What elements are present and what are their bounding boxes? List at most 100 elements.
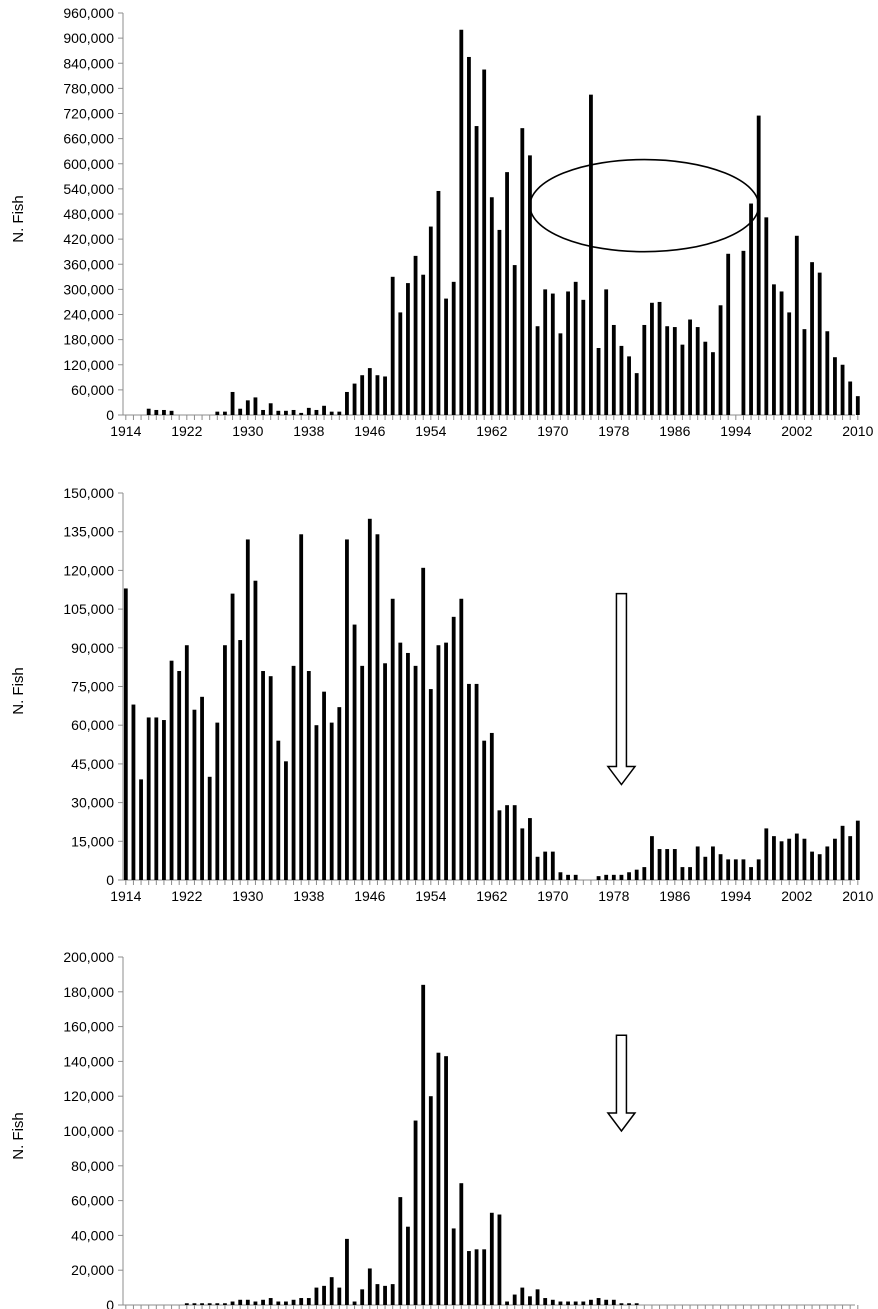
bar [314, 409, 319, 415]
bar [810, 262, 814, 415]
bar [284, 761, 288, 880]
y-tick-label: 480,000 [63, 206, 114, 222]
bar [428, 226, 433, 415]
bar [146, 717, 151, 880]
bar [672, 849, 677, 880]
bar [444, 1056, 448, 1305]
x-tick-label: 1994 [720, 423, 751, 439]
bar [207, 776, 212, 880]
bar [291, 1299, 296, 1305]
bar [352, 383, 357, 415]
bar [558, 1301, 563, 1305]
bar [604, 1299, 609, 1305]
bar [306, 1298, 311, 1305]
x-tick-label: 1922 [171, 423, 202, 439]
bar [535, 1289, 540, 1305]
bar [223, 645, 227, 880]
bar [855, 820, 860, 880]
bar [314, 725, 319, 880]
y-tick-label: 40,000 [71, 1227, 114, 1243]
bar [253, 1301, 258, 1305]
bar [238, 640, 243, 880]
x-tick-label: 1962 [476, 888, 507, 904]
chart-panel-1: 0 60,000 120,000 180,000 240,000 300,000 360,0… [10, 5, 874, 439]
bar [276, 740, 281, 880]
bar [428, 1096, 433, 1305]
bar [367, 518, 372, 880]
bar [329, 1277, 334, 1305]
bar [406, 1226, 410, 1305]
bar [192, 709, 197, 880]
bar [634, 869, 639, 880]
bar [322, 691, 326, 880]
y-tick-label: 600,000 [63, 156, 114, 172]
bar [772, 836, 776, 880]
y-tick-label: 15,000 [71, 833, 114, 849]
bar [245, 400, 250, 415]
x-tick-label: 1914 [110, 888, 141, 904]
bar [482, 1249, 487, 1305]
bar [611, 1299, 616, 1305]
y-tick-label: 80,000 [71, 1158, 114, 1174]
bar [299, 534, 304, 880]
y-tick-label: 420,000 [63, 231, 114, 247]
chart-panel-2: 0 15,000 30,000 45,000 60,000 75,000 90,000 105… [10, 485, 874, 904]
bar [611, 324, 616, 415]
bar [406, 652, 410, 880]
bar [261, 1299, 265, 1305]
bar [482, 740, 487, 880]
bar [589, 94, 593, 415]
bar [413, 1120, 418, 1305]
bar [787, 838, 792, 880]
bar [383, 663, 387, 880]
y-tick-label: 20,000 [71, 1262, 114, 1278]
bar [200, 1303, 204, 1305]
y-tick-label: 660,000 [63, 131, 114, 147]
bar [520, 128, 525, 415]
bar [558, 872, 563, 880]
bar [512, 1294, 517, 1305]
bar [787, 312, 792, 415]
bar [695, 327, 700, 415]
bar [665, 849, 670, 880]
chart-panel-3: 0 20,000 40,000 60,000 80,000 100,000 120,000 1… [10, 949, 859, 1309]
bar [833, 838, 837, 880]
bar [497, 1214, 502, 1305]
y-tick-label: 135,000 [63, 524, 114, 540]
bar [238, 408, 243, 415]
bar [817, 854, 822, 880]
bar [741, 859, 746, 880]
bar [291, 665, 296, 880]
bar [581, 1301, 586, 1305]
bar [421, 274, 426, 415]
bar [802, 329, 807, 415]
bar [360, 1289, 365, 1305]
bar [375, 375, 380, 415]
y-tick-label: 720,000 [63, 106, 114, 122]
bar [817, 272, 822, 415]
bar [566, 874, 570, 880]
bar [139, 779, 143, 880]
bar [367, 1268, 372, 1305]
bar [345, 539, 349, 880]
bar [657, 849, 662, 880]
bar [268, 676, 273, 880]
bar [528, 155, 532, 415]
x-tick-label: 1978 [598, 888, 629, 904]
bar [390, 276, 395, 415]
bar [703, 341, 708, 415]
bar [634, 1303, 639, 1305]
bar [779, 291, 784, 415]
bar [497, 229, 502, 415]
bar [619, 1303, 624, 1305]
bar [284, 1301, 288, 1305]
bar [276, 410, 281, 415]
x-tick-label: 2002 [781, 888, 812, 904]
bar [413, 665, 418, 880]
bar [383, 376, 387, 415]
bar [322, 405, 326, 415]
bar [467, 683, 471, 880]
bar [657, 301, 662, 415]
bar [627, 872, 631, 880]
